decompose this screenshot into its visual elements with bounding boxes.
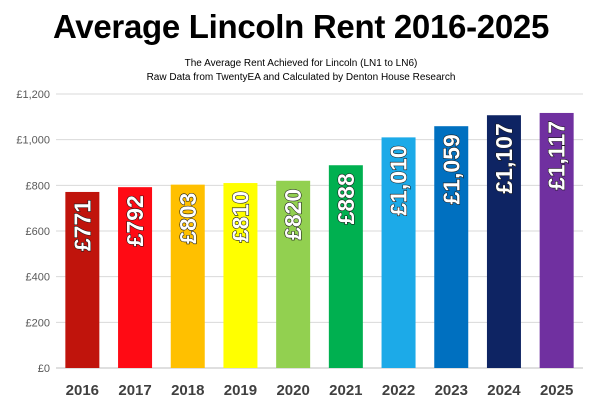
- bar-2023: [434, 126, 469, 368]
- data-label-2021: £888: [333, 173, 359, 224]
- x-tick-label: 2025: [540, 382, 573, 399]
- chart-title: Average Lincoln Rent 2016-2025: [53, 8, 549, 45]
- y-tick-label: £0: [38, 363, 50, 375]
- y-tick-label: £1,000: [16, 135, 50, 147]
- data-label-2020: £820: [280, 189, 306, 240]
- bar-2020: [276, 180, 311, 368]
- y-tick-label: £1,200: [16, 89, 50, 101]
- data-label-2018: £803: [175, 193, 201, 244]
- bar-2016: [65, 191, 100, 368]
- data-label-2017: £792: [122, 195, 148, 246]
- data-label-2022: £1,010: [386, 145, 412, 215]
- x-tick-label: 2023: [435, 382, 468, 399]
- data-labels: £771 £792 £803 £810 £820 £888 £1,010 £1,059 £1,1…: [69, 120, 570, 251]
- x-tick-label: 2018: [171, 382, 204, 399]
- y-tick-label: £400: [26, 272, 50, 284]
- bar-2019: [223, 183, 258, 368]
- x-tick-label: 2021: [329, 382, 362, 399]
- chart-subtitle-line-1: The Average Rent Achieved for Lincoln (L…: [184, 58, 418, 69]
- bar-2021: [328, 165, 363, 368]
- bar-2022: [381, 137, 416, 368]
- y-axis-tick-labels: £0 £200 £400 £600 £800 £1,000 £1,200: [16, 89, 50, 375]
- y-tick-label: £200: [26, 317, 50, 329]
- bars: [65, 112, 574, 369]
- data-label-2024: £1,107: [491, 123, 517, 193]
- bar-2017: [118, 187, 153, 368]
- bar-2018: [170, 184, 205, 368]
- data-label-2025: £1,117: [544, 121, 570, 190]
- x-axis-tick-labels: 2016 2017 2018 2019 2020 2021 2022 2023 2024 2025: [66, 382, 574, 399]
- x-tick-label: 2022: [382, 382, 415, 399]
- bar-2024: [486, 115, 521, 368]
- y-tick-label: £600: [26, 226, 50, 238]
- data-label-2023: £1,059: [438, 134, 464, 204]
- x-tick-label: 2016: [66, 382, 99, 399]
- x-tick-label: 2024: [487, 382, 521, 399]
- bar-2025: [539, 112, 574, 369]
- data-label-2016: £771: [69, 200, 95, 251]
- x-tick-label: 2019: [224, 382, 257, 399]
- data-label-2019: £810: [227, 191, 253, 242]
- y-tick-label: £800: [26, 180, 50, 192]
- x-tick-label: 2017: [118, 382, 151, 399]
- chart-subtitle-line-2: Raw Data from TwentyEA and Calculated by…: [146, 72, 456, 83]
- x-tick-label: 2020: [276, 382, 309, 399]
